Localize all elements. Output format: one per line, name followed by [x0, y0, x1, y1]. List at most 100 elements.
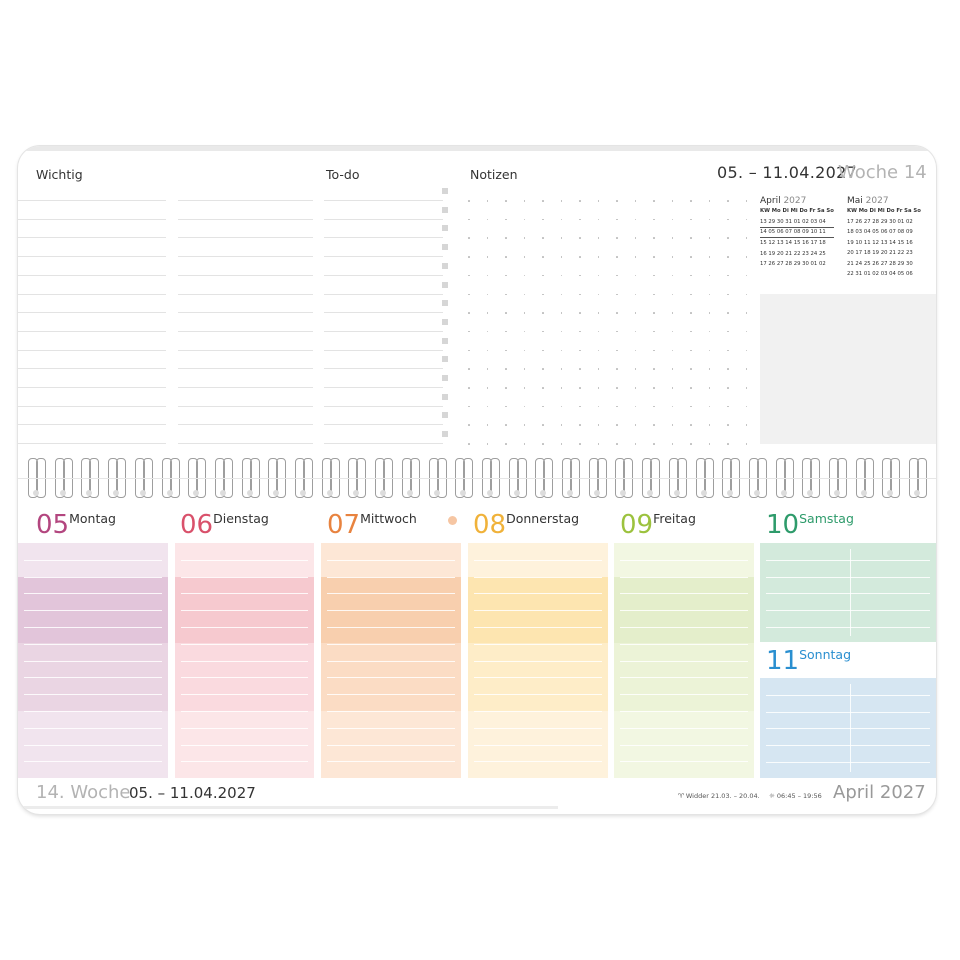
grid-dot — [616, 274, 618, 277]
writing-line — [18, 256, 166, 258]
mini-calendar-header: KW Mo Di Mi Do Fr Sa So — [847, 208, 921, 214]
punch-hole — [540, 490, 547, 496]
writing-line — [24, 593, 162, 595]
mini-calendar-row: 17 26 27 28 29 30 01 02 — [760, 261, 826, 267]
todo-checkbox[interactable] — [442, 393, 448, 400]
grid-dot — [486, 218, 488, 221]
weekly-planner: Wichtig To-do Notizen 05. – 11.04.2027 W… — [18, 146, 936, 814]
grid-dot — [708, 293, 710, 295]
color-band — [468, 643, 608, 711]
grid-dot — [597, 200, 599, 202]
writing-line — [474, 744, 602, 746]
todo-checkbox[interactable] — [442, 262, 448, 269]
writing-line — [24, 610, 162, 612]
grid-dot — [690, 330, 692, 333]
day-column-sonntag[interactable] — [760, 678, 936, 778]
todo-checkbox[interactable] — [442, 206, 448, 213]
writing-line — [620, 559, 748, 561]
todo-checkbox[interactable] — [442, 337, 448, 344]
writing-line — [324, 349, 443, 351]
writing-line — [178, 274, 313, 276]
writing-line — [327, 559, 455, 561]
mini-calendar-row-current: 14 05 06 07 08 09 10 11 — [760, 227, 834, 238]
punch-hole — [620, 490, 627, 496]
mini-calendar-row: 16 19 20 21 22 23 24 25 — [760, 250, 826, 257]
writing-line — [474, 660, 602, 662]
grid-dot — [505, 312, 507, 314]
todo-checkbox[interactable] — [442, 431, 448, 438]
day-column-donnerstag[interactable] — [468, 543, 608, 778]
grid-dot — [486, 349, 488, 352]
todo-checkbox[interactable] — [442, 281, 448, 288]
todo-checkbox[interactable] — [442, 188, 448, 194]
writing-line — [474, 677, 602, 679]
writing-line — [178, 349, 313, 351]
writing-line — [181, 677, 308, 679]
writing-line — [24, 677, 162, 679]
grid-dot — [690, 200, 692, 202]
column-divider — [850, 549, 851, 636]
punch-hole — [59, 490, 66, 496]
todo-checkbox[interactable] — [442, 356, 448, 363]
grid-dot — [597, 368, 599, 370]
grid-dot — [616, 368, 618, 370]
grid-dot — [616, 218, 618, 221]
grid-dot — [745, 312, 747, 314]
grid-dot — [634, 368, 636, 370]
writing-line — [327, 744, 455, 746]
writing-line — [766, 627, 930, 628]
day-header-donnerstag: 08Donnerstag — [473, 511, 579, 538]
day-column-freitag[interactable] — [614, 543, 754, 778]
grid-dot — [560, 293, 562, 295]
grid-dot — [468, 256, 470, 258]
writing-line — [178, 237, 313, 239]
grid-dot — [597, 256, 599, 258]
todo-checkbox[interactable] — [442, 244, 448, 251]
writing-line — [181, 744, 308, 746]
grid-dot — [708, 330, 710, 333]
day-column-mittwoch[interactable] — [321, 543, 461, 778]
grid-dot — [708, 349, 710, 352]
punch-hole — [380, 490, 387, 496]
writing-line — [474, 711, 602, 712]
todo-checkbox[interactable] — [442, 412, 448, 419]
writing-line — [474, 694, 602, 696]
todo-checkbox[interactable] — [442, 300, 448, 307]
writing-line — [620, 643, 748, 645]
writing-line — [620, 694, 748, 696]
todo-checkbox[interactable] — [442, 318, 448, 325]
grid-dot — [690, 274, 692, 277]
day-number: 11 — [766, 646, 800, 676]
grid-dot — [486, 256, 488, 258]
grid-dot — [542, 330, 544, 333]
writing-line — [178, 200, 313, 201]
grid-dot — [671, 218, 673, 221]
punch-hole — [139, 490, 146, 496]
punch-hole — [647, 490, 654, 496]
grid-dot — [523, 293, 525, 295]
writing-line — [18, 218, 166, 220]
punch-hole — [246, 490, 253, 496]
writing-line — [178, 443, 313, 445]
day-column-samstag[interactable] — [760, 543, 936, 642]
punch-hole — [86, 490, 93, 496]
writing-line — [181, 643, 308, 645]
grid-dot — [653, 293, 655, 295]
grid-dot — [745, 237, 747, 239]
writing-line — [178, 330, 313, 332]
grid-dot — [542, 312, 544, 314]
writing-line — [327, 643, 455, 645]
day-column-montag[interactable] — [18, 543, 168, 778]
grid-dot — [690, 312, 692, 314]
writing-line — [474, 627, 602, 628]
punch-hole — [673, 490, 680, 496]
writing-line — [620, 660, 748, 662]
grid-dot — [690, 349, 692, 352]
todo-checkbox[interactable] — [442, 225, 448, 232]
writing-line — [620, 711, 748, 712]
day-column-dienstag[interactable] — [175, 543, 314, 778]
writing-line — [181, 761, 308, 763]
grid-dot — [523, 237, 525, 239]
mini-calendar-april-title: April 2027 — [760, 196, 807, 206]
todo-checkbox[interactable] — [442, 375, 448, 381]
